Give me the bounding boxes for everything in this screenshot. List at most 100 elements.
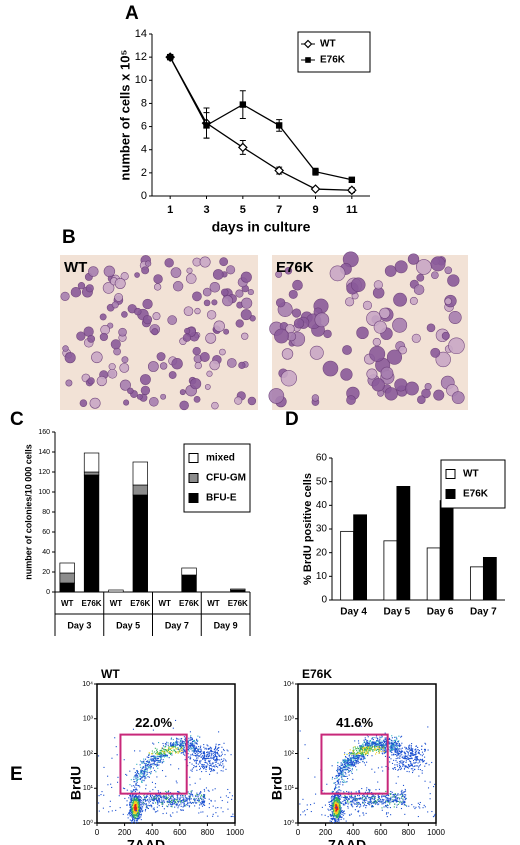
event <box>384 749 386 751</box>
event <box>353 749 355 751</box>
y-tick-label: 160 <box>38 429 50 436</box>
event <box>431 810 433 813</box>
event <box>231 815 233 817</box>
event <box>160 757 162 759</box>
event <box>398 740 400 742</box>
event <box>336 814 338 816</box>
event <box>342 812 344 814</box>
cell <box>356 326 369 340</box>
event <box>393 796 395 798</box>
event <box>417 752 419 754</box>
event <box>201 798 203 801</box>
event <box>158 797 160 799</box>
event <box>185 738 187 740</box>
event <box>157 767 159 769</box>
x-tick-label: 7 <box>276 204 282 216</box>
event <box>154 811 156 813</box>
event <box>180 742 182 745</box>
cell <box>373 280 383 290</box>
event <box>149 800 152 802</box>
event <box>157 761 159 763</box>
event <box>420 759 422 761</box>
event <box>187 746 190 748</box>
event <box>368 789 370 791</box>
event <box>136 807 138 809</box>
event <box>208 748 210 750</box>
event <box>366 741 368 743</box>
event <box>395 760 397 762</box>
event <box>201 765 203 767</box>
event <box>147 807 149 810</box>
event <box>222 767 224 769</box>
event <box>139 796 141 798</box>
event <box>164 751 166 753</box>
event <box>381 740 383 742</box>
y-tick-label: 140 <box>38 449 50 456</box>
event <box>136 770 138 772</box>
event <box>386 801 388 803</box>
event <box>344 765 347 767</box>
event <box>199 748 201 750</box>
event <box>155 771 157 773</box>
event <box>216 749 218 751</box>
event <box>339 813 341 815</box>
event <box>140 772 142 774</box>
event <box>404 765 406 767</box>
event <box>334 819 336 821</box>
event <box>357 755 359 757</box>
event <box>130 806 132 809</box>
event <box>157 803 159 805</box>
event <box>134 800 137 802</box>
event <box>410 749 412 752</box>
event <box>401 789 403 791</box>
event <box>175 748 177 750</box>
event <box>135 808 138 810</box>
event <box>333 805 335 807</box>
event <box>373 737 375 739</box>
event <box>348 769 350 772</box>
event <box>384 802 387 804</box>
event <box>212 813 214 815</box>
event <box>397 754 399 756</box>
event <box>221 746 223 748</box>
event <box>170 738 172 740</box>
event <box>362 801 364 803</box>
event <box>154 783 157 785</box>
bar-segment <box>83 474 100 593</box>
event <box>139 811 141 813</box>
event <box>151 796 153 798</box>
event <box>162 759 164 761</box>
event <box>209 768 211 770</box>
event <box>203 795 206 797</box>
event <box>145 784 147 786</box>
event <box>410 755 412 757</box>
event <box>395 801 398 803</box>
event <box>339 768 341 770</box>
event <box>336 808 338 810</box>
plot-title: E76K <box>302 667 332 681</box>
event <box>375 741 377 743</box>
event <box>375 753 377 755</box>
point <box>310 184 321 194</box>
event <box>373 746 375 748</box>
bar-segment <box>181 567 197 576</box>
event <box>203 766 205 768</box>
event <box>345 773 347 775</box>
event <box>336 811 338 813</box>
event <box>161 762 163 764</box>
event <box>378 797 380 799</box>
event <box>179 748 181 751</box>
event <box>188 750 190 752</box>
event <box>141 808 143 810</box>
cell <box>435 351 451 368</box>
point <box>274 165 285 176</box>
event <box>205 761 207 764</box>
event <box>182 752 184 754</box>
event <box>184 738 186 740</box>
event <box>396 744 398 746</box>
event <box>383 799 385 801</box>
event <box>350 758 352 760</box>
event <box>364 745 366 747</box>
event <box>398 757 400 759</box>
event <box>178 791 180 793</box>
